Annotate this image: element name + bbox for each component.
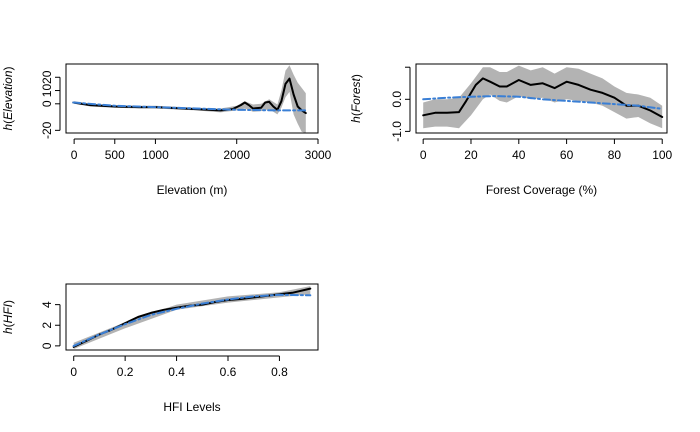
x-tick-label: 500 <box>105 148 125 162</box>
linear-fit-line <box>422 95 664 110</box>
y-tick-label: -20 <box>40 121 54 139</box>
y-tick-label: 0 <box>40 342 54 349</box>
x-tick-label: 0.8 <box>271 365 288 379</box>
y-tick-label: 0.0 <box>390 91 404 108</box>
x-tick-label: 1000 <box>142 148 169 162</box>
x-tick-label: 20 <box>464 148 478 162</box>
x-tick-label: 40 <box>512 148 526 162</box>
y-tick-label: 0 <box>40 100 54 107</box>
x-tick-label: 60 <box>560 148 574 162</box>
smooth-fit-line <box>422 77 664 118</box>
plot-frame <box>415 63 668 134</box>
confidence-band <box>73 286 311 349</box>
confidence-band <box>74 65 306 133</box>
y-tick-label: -1.0 <box>390 121 404 142</box>
linear-fit-line <box>72 101 307 112</box>
x-tick-label: 2000 <box>223 148 250 162</box>
panel-2: 0 20 40 60 80 100 -1.0 0.0 Forest Coverage (%) h(… <box>349 63 673 197</box>
y-tick-label: 4 <box>40 301 54 308</box>
confidence-band <box>423 65 663 129</box>
x-axis-label: HFI Levels <box>163 400 220 414</box>
x-tick-label: 0.4 <box>168 365 185 379</box>
y-tick-label: 2 <box>40 322 54 329</box>
x-tick-label: 3000 <box>305 148 332 162</box>
y-tick-label: 10 <box>40 84 54 98</box>
x-tick-label: 80 <box>608 148 622 162</box>
x-tick-label: 0 <box>420 148 427 162</box>
x-tick-label: 0.2 <box>117 365 134 379</box>
y-axis-label: h(HFI) <box>1 300 15 334</box>
y-axis-label: h(Forest) <box>349 74 363 123</box>
x-axis-label: Elevation (m) <box>157 183 228 197</box>
x-axis-label: Forest Coverage (%) <box>486 183 597 197</box>
x-tick-label: 0.6 <box>220 365 237 379</box>
panel-3: 0 0.2 0.4 0.6 0.8 0 2 4 HFI Levels h(HFI) <box>1 283 319 414</box>
plot-frame <box>65 63 319 134</box>
x-tick-label: 0 <box>71 148 78 162</box>
y-tick-label: 20 <box>40 70 54 84</box>
y-axis-label: h(Elevation) <box>1 66 15 130</box>
x-tick-label: 0 <box>70 365 77 379</box>
x-tick-label: 100 <box>652 148 672 162</box>
plot-frame <box>65 283 319 351</box>
linear-fit-line <box>72 293 312 347</box>
